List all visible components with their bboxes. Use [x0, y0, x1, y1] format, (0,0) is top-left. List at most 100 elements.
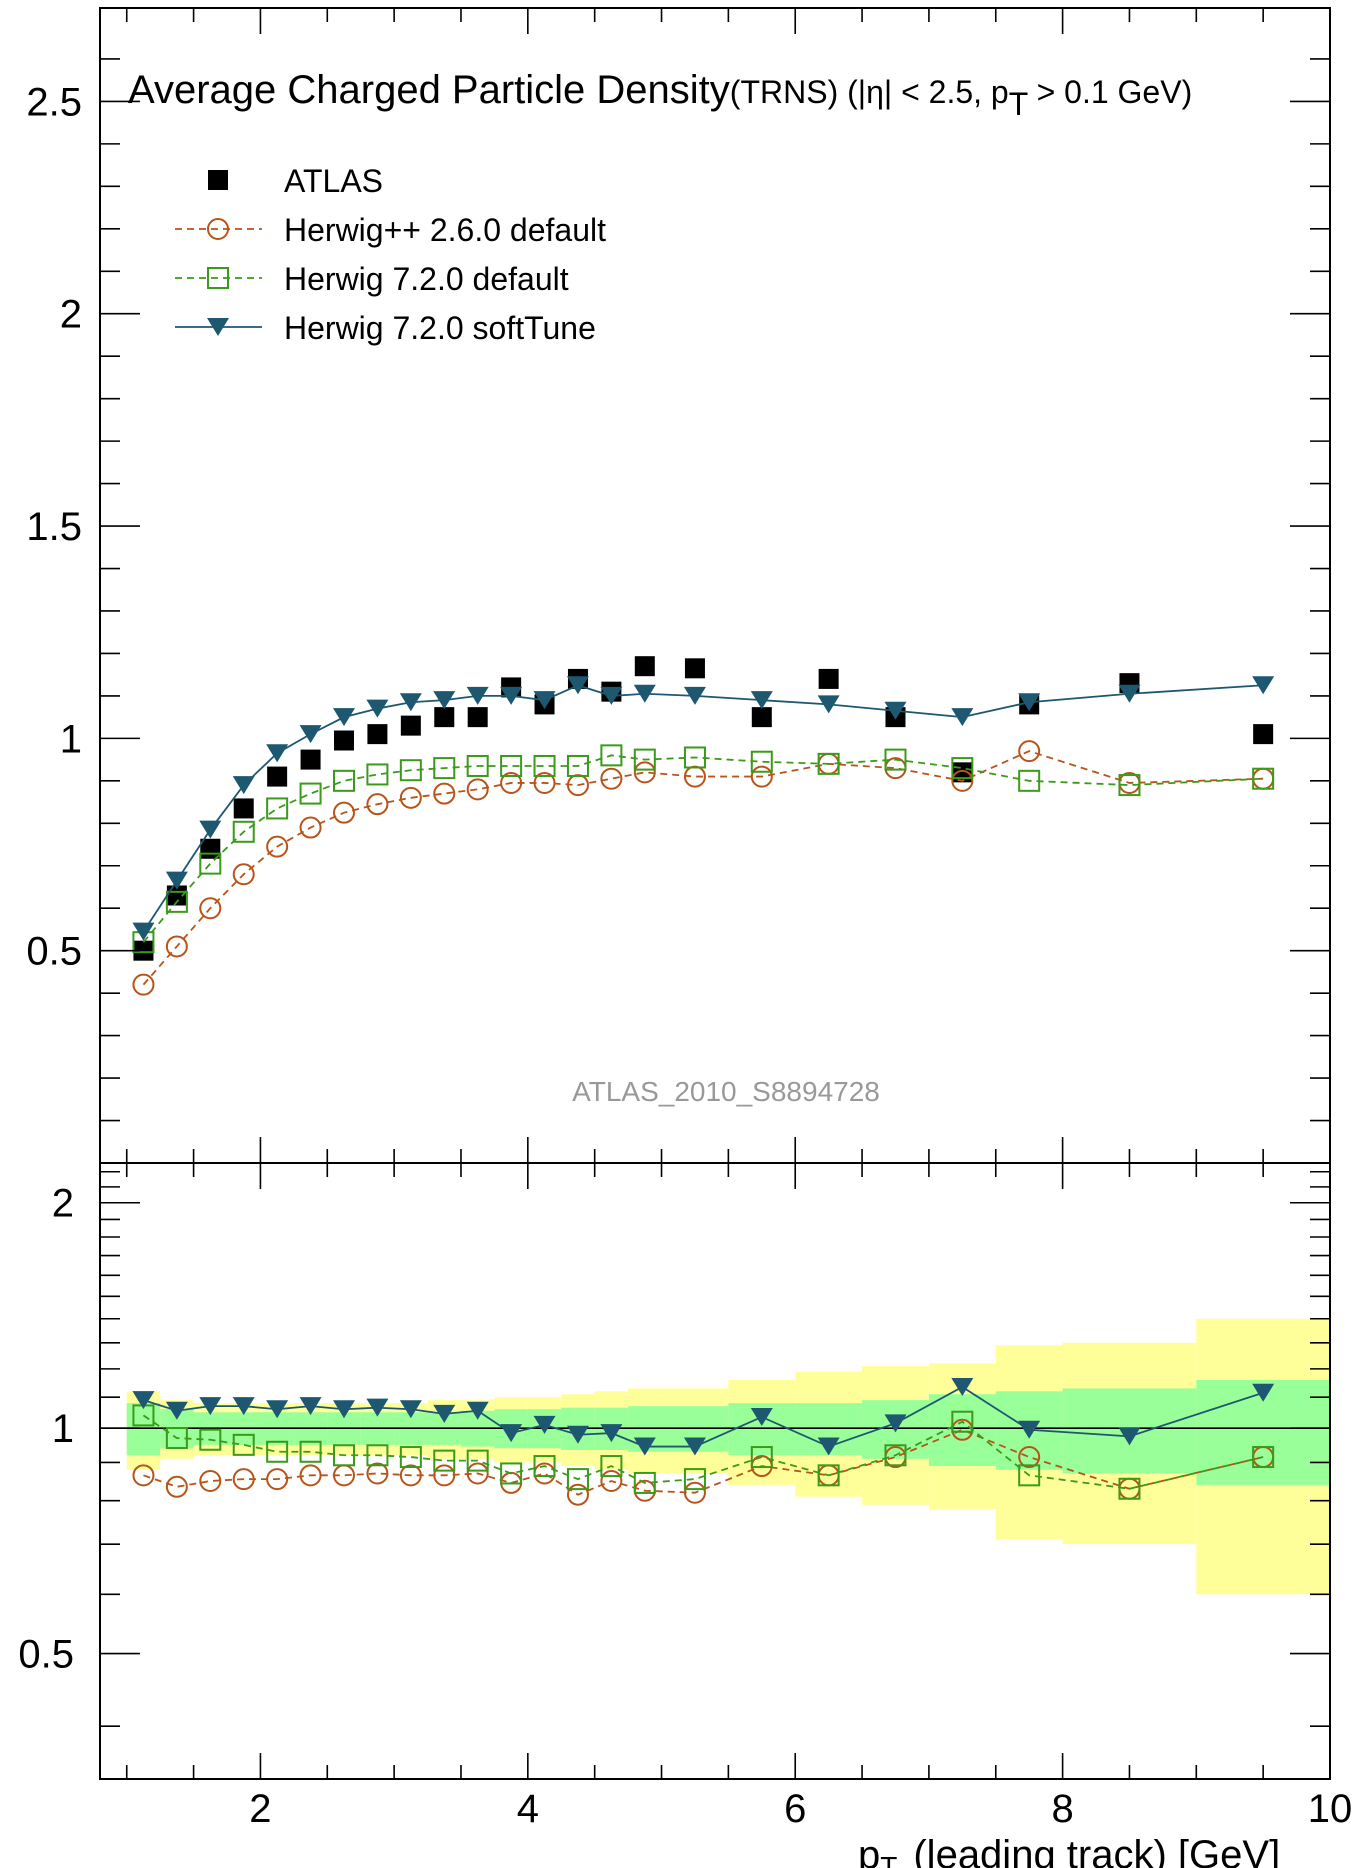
data-point-3-ratio: [466, 1401, 489, 1420]
data-point-2-ratio: [466, 1449, 489, 1472]
legend-label: Herwig 7.2.0 softTune: [284, 310, 596, 346]
band-inner: [928, 1394, 996, 1467]
data-point-1-ratio: [433, 1464, 456, 1487]
x-axis-title-subscript: T: [880, 1851, 897, 1868]
data-point-0-top: [333, 730, 354, 751]
data-point-2-ratio: [1018, 1464, 1041, 1487]
data-point-2-ratio: [266, 1440, 289, 1463]
data-point-0-top: [133, 940, 154, 961]
data-point-3-top: [232, 776, 255, 795]
title-subscript: T: [1009, 86, 1028, 122]
axis-tick-labels: 2 4 6 8 10 0.5 1 1.5 2 2.5 0.5 1 2: [18, 80, 1352, 1831]
data-point-2-ratio: [566, 1468, 589, 1491]
legend-entry: Herwig++ 2.6.0 default: [175, 212, 606, 248]
data-point-2-ratio: [533, 1455, 556, 1478]
data-point-1-top: [433, 782, 456, 805]
data-point-2-top: [1252, 767, 1275, 790]
legend: ATLAS Herwig++ 2.6.0 default Herwig 7.2.0 …: [175, 163, 606, 346]
data-point-3-top: [132, 922, 155, 941]
series-line-2-ratio: [142, 1414, 1264, 1490]
data-point-0-top: [233, 798, 254, 819]
legend-marker: [207, 318, 229, 336]
data-point-1-ratio: [600, 1470, 623, 1493]
data-point-1-ratio: [466, 1462, 489, 1485]
data-point-1-top: [750, 765, 773, 788]
data-point-1-top: [366, 793, 389, 816]
y-tick-label: 2: [60, 293, 82, 337]
data-point-3-top: [951, 708, 974, 727]
data-point-2-top: [1018, 769, 1041, 792]
data-point-2-top: [266, 797, 289, 820]
data-point-3-ratio: [1018, 1420, 1041, 1439]
data-point-2-ratio: [817, 1464, 840, 1487]
data-point-2-ratio: [884, 1444, 907, 1467]
data-point-2-top: [951, 757, 974, 780]
data-point-3-top: [266, 744, 289, 763]
data-point-3-top: [533, 691, 556, 710]
data-point-3-ratio: [399, 1400, 422, 1419]
data-point-2-top: [366, 763, 389, 786]
data-point-2-top: [433, 757, 456, 780]
data-point-3-top: [600, 686, 623, 705]
legend-marker: [208, 170, 228, 190]
data-point-1-ratio: [683, 1481, 706, 1504]
plot-title: Average Charged Particle Density(TRNS) (…: [128, 68, 1192, 122]
data-point-0-top: [166, 885, 187, 906]
data-point-3-ratio: [165, 1401, 188, 1420]
data-point-2-ratio: [232, 1433, 255, 1456]
data-point-1-top: [633, 761, 656, 784]
data-point-3-top: [332, 708, 355, 727]
legend-label: Herwig 7.2.0 default: [284, 261, 569, 297]
data-point-0-top: [634, 656, 655, 677]
data-point-3-ratio: [433, 1404, 456, 1423]
data-point-3-ratio: [500, 1424, 523, 1443]
data-point-2-ratio: [1118, 1477, 1141, 1500]
data-point-2-top: [466, 754, 489, 777]
data-point-0-top: [1253, 724, 1274, 745]
series-line-3-top: [142, 684, 1264, 933]
data-point-3-ratio: [199, 1397, 222, 1416]
top-panel-series: [132, 656, 1275, 996]
data-point-2-ratio: [1252, 1446, 1275, 1469]
data-point-2-top: [299, 782, 322, 805]
series-line-2-top: [142, 754, 1264, 943]
y-tick-label: 2.5: [26, 80, 82, 124]
data-point-2-ratio: [500, 1462, 523, 1485]
data-point-2-top: [399, 759, 422, 782]
data-point-2-ratio: [165, 1427, 188, 1450]
ratio-panel-frame: [99, 1162, 1331, 1780]
analysis-watermark: ATLAS_2010_S8894728: [572, 1076, 880, 1107]
data-point-1-top: [466, 778, 489, 801]
data-point-2-ratio: [750, 1446, 773, 1469]
data-point-3-top: [884, 701, 907, 720]
data-point-2-top: [884, 748, 907, 771]
data-point-3-ratio: [951, 1377, 974, 1396]
data-point-3-top: [299, 725, 322, 744]
x-tick-label: 4: [517, 1787, 539, 1831]
data-point-0-top: [300, 749, 321, 770]
data-point-3-top: [1252, 676, 1275, 695]
data-point-2-top: [332, 769, 355, 792]
legend-entry: Herwig 7.2.0 softTune: [175, 310, 596, 346]
data-point-3-ratio: [1118, 1427, 1141, 1446]
data-point-3-top: [165, 871, 188, 890]
legend-label: ATLAS: [284, 163, 383, 199]
data-point-0-top: [367, 724, 388, 745]
data-point-0-top: [434, 707, 455, 728]
x-tick-label: 6: [784, 1787, 806, 1831]
data-point-3-top: [683, 686, 706, 705]
data-point-3-top: [399, 693, 422, 712]
data-point-3-ratio: [566, 1425, 589, 1444]
data-point-0-top: [400, 715, 421, 736]
data-point-0-top: [751, 707, 772, 728]
data-point-3-ratio: [683, 1437, 706, 1456]
data-point-1-ratio: [566, 1483, 589, 1506]
data-point-2-ratio: [683, 1468, 706, 1491]
data-point-2-ratio: [633, 1471, 656, 1494]
data-point-2-top: [600, 744, 623, 767]
data-point-0-top: [267, 766, 288, 787]
data-point-1-top: [399, 786, 422, 809]
data-point-1-ratio: [199, 1470, 222, 1493]
data-point-1-top: [1018, 740, 1041, 763]
